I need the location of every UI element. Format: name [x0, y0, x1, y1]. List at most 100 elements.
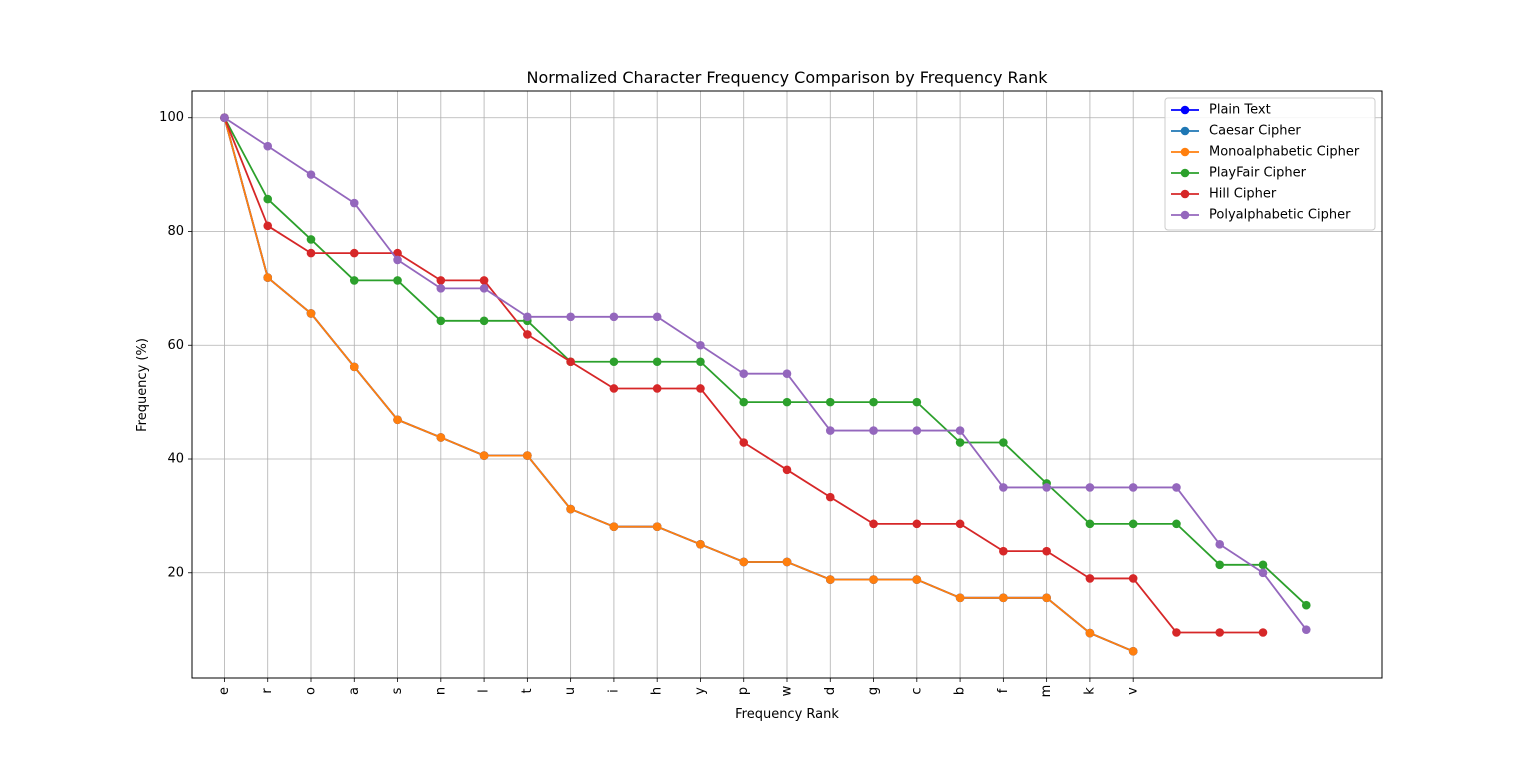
data-point [1042, 593, 1051, 603]
data-point [825, 492, 835, 502]
y-tick-label: 80 [167, 224, 184, 239]
data-point [696, 384, 705, 393]
legend-item: PlayFair Cipher [1171, 166, 1307, 181]
data-point [999, 483, 1008, 492]
data-point [912, 426, 922, 435]
data-point [479, 316, 489, 326]
data-point [566, 312, 575, 322]
data-point [955, 519, 965, 529]
data-point [263, 273, 273, 282]
x-tick-label: m [1039, 685, 1054, 698]
data-point [652, 312, 662, 322]
data-point [349, 362, 359, 372]
data-point [479, 276, 489, 285]
legend-marker [1180, 168, 1190, 178]
ticks: e r o a s n l t u i h y p w d g c b f m k v 20 40 60 80 100 [159, 110, 1141, 697]
data-point [479, 284, 489, 293]
data-point [436, 284, 446, 293]
x-tick-label: b [953, 687, 968, 695]
data-point [566, 357, 575, 367]
data-point [1128, 519, 1138, 529]
data-point [1042, 546, 1051, 556]
legend-box [1164, 97, 1376, 231]
data-point [739, 397, 749, 407]
data-point [566, 504, 575, 514]
data-point [609, 312, 619, 322]
series-line [223, 117, 1134, 653]
data-point [306, 235, 316, 244]
data-point [1085, 574, 1095, 583]
data-point [912, 519, 922, 529]
x-tick-label: a [347, 687, 362, 695]
data-point [393, 276, 402, 285]
x-tick-label: d [823, 687, 838, 695]
data-point [306, 170, 316, 179]
data-point [479, 451, 489, 460]
data-point [1128, 646, 1138, 656]
y-tick-label: 60 [167, 338, 184, 353]
data-point [349, 276, 359, 285]
data-point [436, 316, 446, 326]
x-tick-label: u [563, 687, 578, 695]
x-tick-label: k [1082, 687, 1097, 695]
data-point [869, 426, 878, 435]
data-point [782, 369, 792, 378]
data-point [955, 438, 965, 447]
series-layer [220, 113, 1311, 656]
x-tick-label: c [909, 687, 924, 694]
y-tick-label: 40 [167, 452, 184, 467]
legend-marker [1180, 210, 1190, 220]
data-point [523, 312, 532, 322]
legend-label: Polyalphabetic Cipher [1209, 208, 1351, 223]
data-point [263, 141, 273, 151]
x-tick-label: w [780, 685, 795, 696]
data-point [263, 221, 273, 231]
data-point [1301, 600, 1311, 610]
data-point [696, 540, 705, 549]
data-point [955, 593, 965, 603]
data-point [263, 194, 273, 204]
series-3 [220, 113, 1311, 610]
data-point [523, 451, 532, 460]
legend-label: PlayFair Cipher [1209, 166, 1307, 181]
x-axis-title: Frequency Rank [735, 707, 839, 722]
x-tick-label: l [477, 689, 492, 693]
x-tick-label: s [390, 687, 405, 694]
x-tick-label: g [866, 687, 881, 695]
data-point [1085, 483, 1095, 492]
data-point [652, 522, 662, 531]
legend: Plain Text Caesar Cipher Monoalphabetic Ci… [1164, 97, 1376, 231]
x-tick-label: h [650, 687, 665, 695]
data-point [306, 248, 316, 258]
data-point [609, 357, 619, 367]
data-point [825, 426, 835, 435]
y-axis-title: Frequency (%) [135, 338, 150, 432]
legend-label: Plain Text [1209, 103, 1271, 118]
data-point [696, 357, 705, 367]
series-5 [220, 113, 1311, 634]
x-tick-label: y [693, 687, 708, 695]
legend-label: Caesar Cipher [1209, 124, 1301, 139]
data-point [999, 593, 1008, 603]
data-point [652, 384, 662, 393]
x-tick-label: n [433, 687, 448, 695]
data-point [1085, 519, 1095, 529]
data-point [1172, 483, 1181, 492]
data-point [609, 384, 619, 393]
y-tick-label: 20 [167, 565, 184, 580]
legend-item: Caesar Cipher [1171, 124, 1301, 139]
data-point [349, 198, 359, 208]
data-point [825, 575, 835, 584]
series-line [223, 117, 1307, 606]
x-tick-label: e [217, 687, 232, 695]
data-point [1172, 519, 1181, 529]
x-tick-label: t [520, 688, 535, 693]
series-2 [220, 113, 1138, 656]
data-point [869, 575, 878, 584]
data-point [609, 522, 619, 531]
legend-marker [1180, 126, 1190, 136]
data-point [869, 397, 878, 407]
series-4 [220, 113, 1268, 637]
data-point [306, 309, 316, 318]
